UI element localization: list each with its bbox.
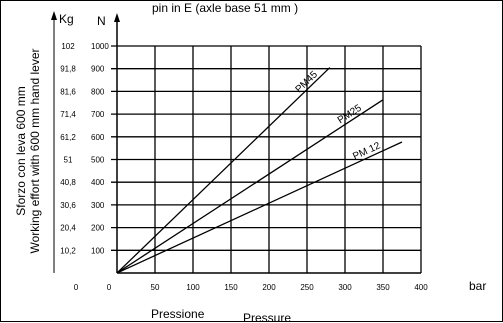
x-tick-label: 0 [107,283,112,292]
y-tick-label-n: 500 [91,156,105,165]
x-tick-label: 250 [300,283,314,292]
x-tick-label: 100 [186,283,200,292]
y-tick-label-kg: 51 [64,156,73,165]
n-axis-arrow-icon [114,13,120,22]
y-tick-label-kg: 61,2 [60,133,76,142]
y-tick-label-kg: 20,4 [60,224,76,233]
y-axis-label-line2: Working effort with 600 mm hand lever [28,49,42,254]
y-tick-label-n: 300 [91,201,105,210]
series-label: PM25 [336,103,364,127]
y-tick-label-n: 1000 [91,42,109,51]
x-unit-label: bar [469,279,486,293]
n-unit-label: N [97,14,106,28]
x-tick-label: 350 [376,283,390,292]
x-tick-label: 200 [262,283,276,292]
kg-unit-label: Kg [59,12,74,26]
y-tick-label-kg: 102 [61,42,75,51]
x-axis-label-it: Pressione [151,307,205,321]
tick-labels: 100200300400500600700800900100010,220,43… [60,42,428,292]
y-tick-label-n: 800 [91,87,105,96]
y-tick-label-kg: 30,6 [60,201,76,210]
y-tick-label-n: 100 [91,246,105,255]
y-tick-label-n: 600 [91,133,105,142]
series-line [116,99,384,274]
y-tick-label-n: 700 [91,110,105,119]
series-line [116,141,403,274]
x-tick-label: 400 [414,283,428,292]
y-tick-label-kg: 71,4 [60,110,76,119]
x-tick-label: 300 [338,283,352,292]
grid [111,45,422,274]
x-tick-label: 150 [224,283,238,292]
chart-title: pin in E (axle base 51 mm ) [152,1,298,15]
x-tick-label: 0 [74,283,79,292]
kg-axis-arrow-icon [51,11,57,20]
y-tick-label-kg: 91,8 [60,65,76,74]
y-tick-label-n: 900 [91,65,105,74]
y-tick-label-kg: 40,8 [60,178,76,187]
y-tick-label-kg: 81,6 [60,87,76,96]
axes [51,11,120,273]
y-tick-label-kg: 10,2 [60,246,76,255]
x-tick-label: 50 [151,283,160,292]
y-tick-label-n: 200 [91,224,105,233]
y-axis-label-line1: Sforzo con leva 600 mm [14,86,28,215]
series-line [116,67,331,274]
x-axis-label-en: Pressure [243,311,291,323]
y-tick-label-n: 400 [91,178,105,187]
